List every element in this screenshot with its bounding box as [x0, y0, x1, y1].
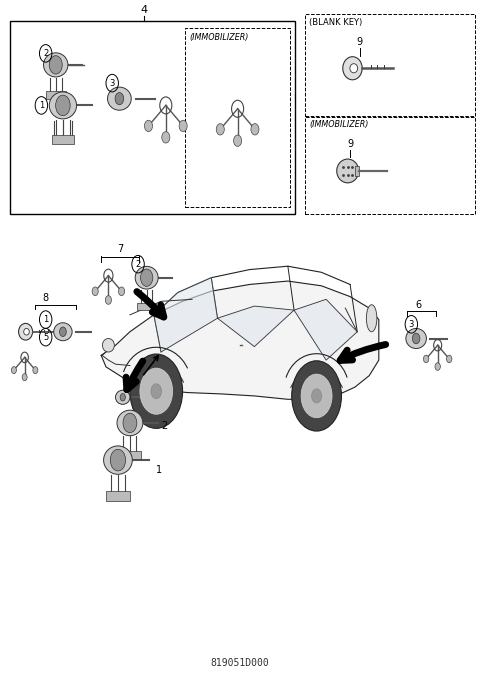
Circle shape [301, 374, 332, 418]
Ellipse shape [108, 87, 131, 110]
Ellipse shape [337, 159, 359, 183]
Text: 4: 4 [141, 5, 148, 15]
Text: 9: 9 [347, 139, 353, 149]
Circle shape [140, 368, 173, 414]
Bar [10, 21, 295, 213]
Circle shape [412, 333, 420, 344]
Ellipse shape [116, 390, 130, 404]
Ellipse shape [104, 446, 132, 475]
Circle shape [312, 389, 322, 403]
Bar [119, 451, 141, 460]
Circle shape [105, 296, 111, 305]
Text: 2: 2 [135, 260, 141, 269]
Text: (BLANK KEY): (BLANK KEY) [310, 18, 363, 27]
Circle shape [12, 367, 16, 374]
Bar [185, 28, 290, 206]
Bar [46, 91, 66, 100]
Text: 6: 6 [416, 300, 421, 310]
Text: (IMMOBILIZER): (IMMOBILIZER) [310, 121, 369, 129]
Circle shape [446, 355, 452, 363]
Text: 3: 3 [152, 392, 157, 402]
Bar [355, 166, 360, 176]
Text: 1: 1 [39, 101, 44, 110]
Ellipse shape [350, 64, 358, 73]
Bar [51, 135, 74, 144]
Text: 7: 7 [117, 244, 123, 254]
Circle shape [144, 121, 153, 131]
Text: 1: 1 [43, 315, 48, 324]
Circle shape [234, 135, 241, 146]
Circle shape [423, 355, 429, 363]
Circle shape [115, 93, 124, 105]
Ellipse shape [49, 92, 76, 119]
Circle shape [292, 361, 341, 431]
Text: 9: 9 [357, 37, 363, 47]
Ellipse shape [54, 323, 72, 341]
Text: 8: 8 [43, 293, 49, 303]
Text: 3: 3 [109, 79, 115, 87]
Bar [305, 117, 475, 213]
Text: 5: 5 [43, 332, 48, 342]
Bar [106, 492, 130, 501]
Circle shape [141, 269, 153, 286]
Ellipse shape [135, 266, 158, 289]
Circle shape [60, 327, 66, 336]
Text: (IMMOBILIZER): (IMMOBILIZER) [190, 33, 249, 42]
Ellipse shape [406, 328, 426, 349]
Circle shape [22, 374, 27, 380]
Polygon shape [101, 281, 379, 399]
Text: 2: 2 [161, 421, 167, 431]
Ellipse shape [19, 324, 33, 340]
Ellipse shape [343, 57, 362, 80]
Circle shape [49, 56, 62, 74]
Text: 819051D000: 819051D000 [211, 657, 269, 668]
Bar [137, 303, 156, 310]
Text: 3: 3 [408, 320, 414, 329]
Ellipse shape [102, 338, 114, 352]
Ellipse shape [366, 305, 377, 332]
Circle shape [151, 384, 161, 399]
Circle shape [33, 367, 38, 374]
Text: 1: 1 [156, 465, 162, 475]
Circle shape [130, 354, 182, 429]
Ellipse shape [44, 53, 68, 77]
Ellipse shape [24, 328, 29, 335]
Bar [305, 14, 475, 116]
Circle shape [56, 95, 70, 116]
Circle shape [251, 124, 259, 135]
Circle shape [162, 131, 170, 143]
Circle shape [435, 363, 440, 370]
Polygon shape [294, 299, 357, 360]
Circle shape [216, 124, 224, 135]
Circle shape [110, 450, 126, 471]
Circle shape [119, 287, 125, 296]
Circle shape [120, 393, 125, 401]
Ellipse shape [117, 410, 143, 436]
Text: 2: 2 [43, 49, 48, 58]
Circle shape [123, 413, 137, 433]
Polygon shape [154, 278, 217, 352]
Circle shape [179, 121, 187, 131]
Circle shape [92, 287, 98, 296]
Polygon shape [217, 306, 294, 347]
